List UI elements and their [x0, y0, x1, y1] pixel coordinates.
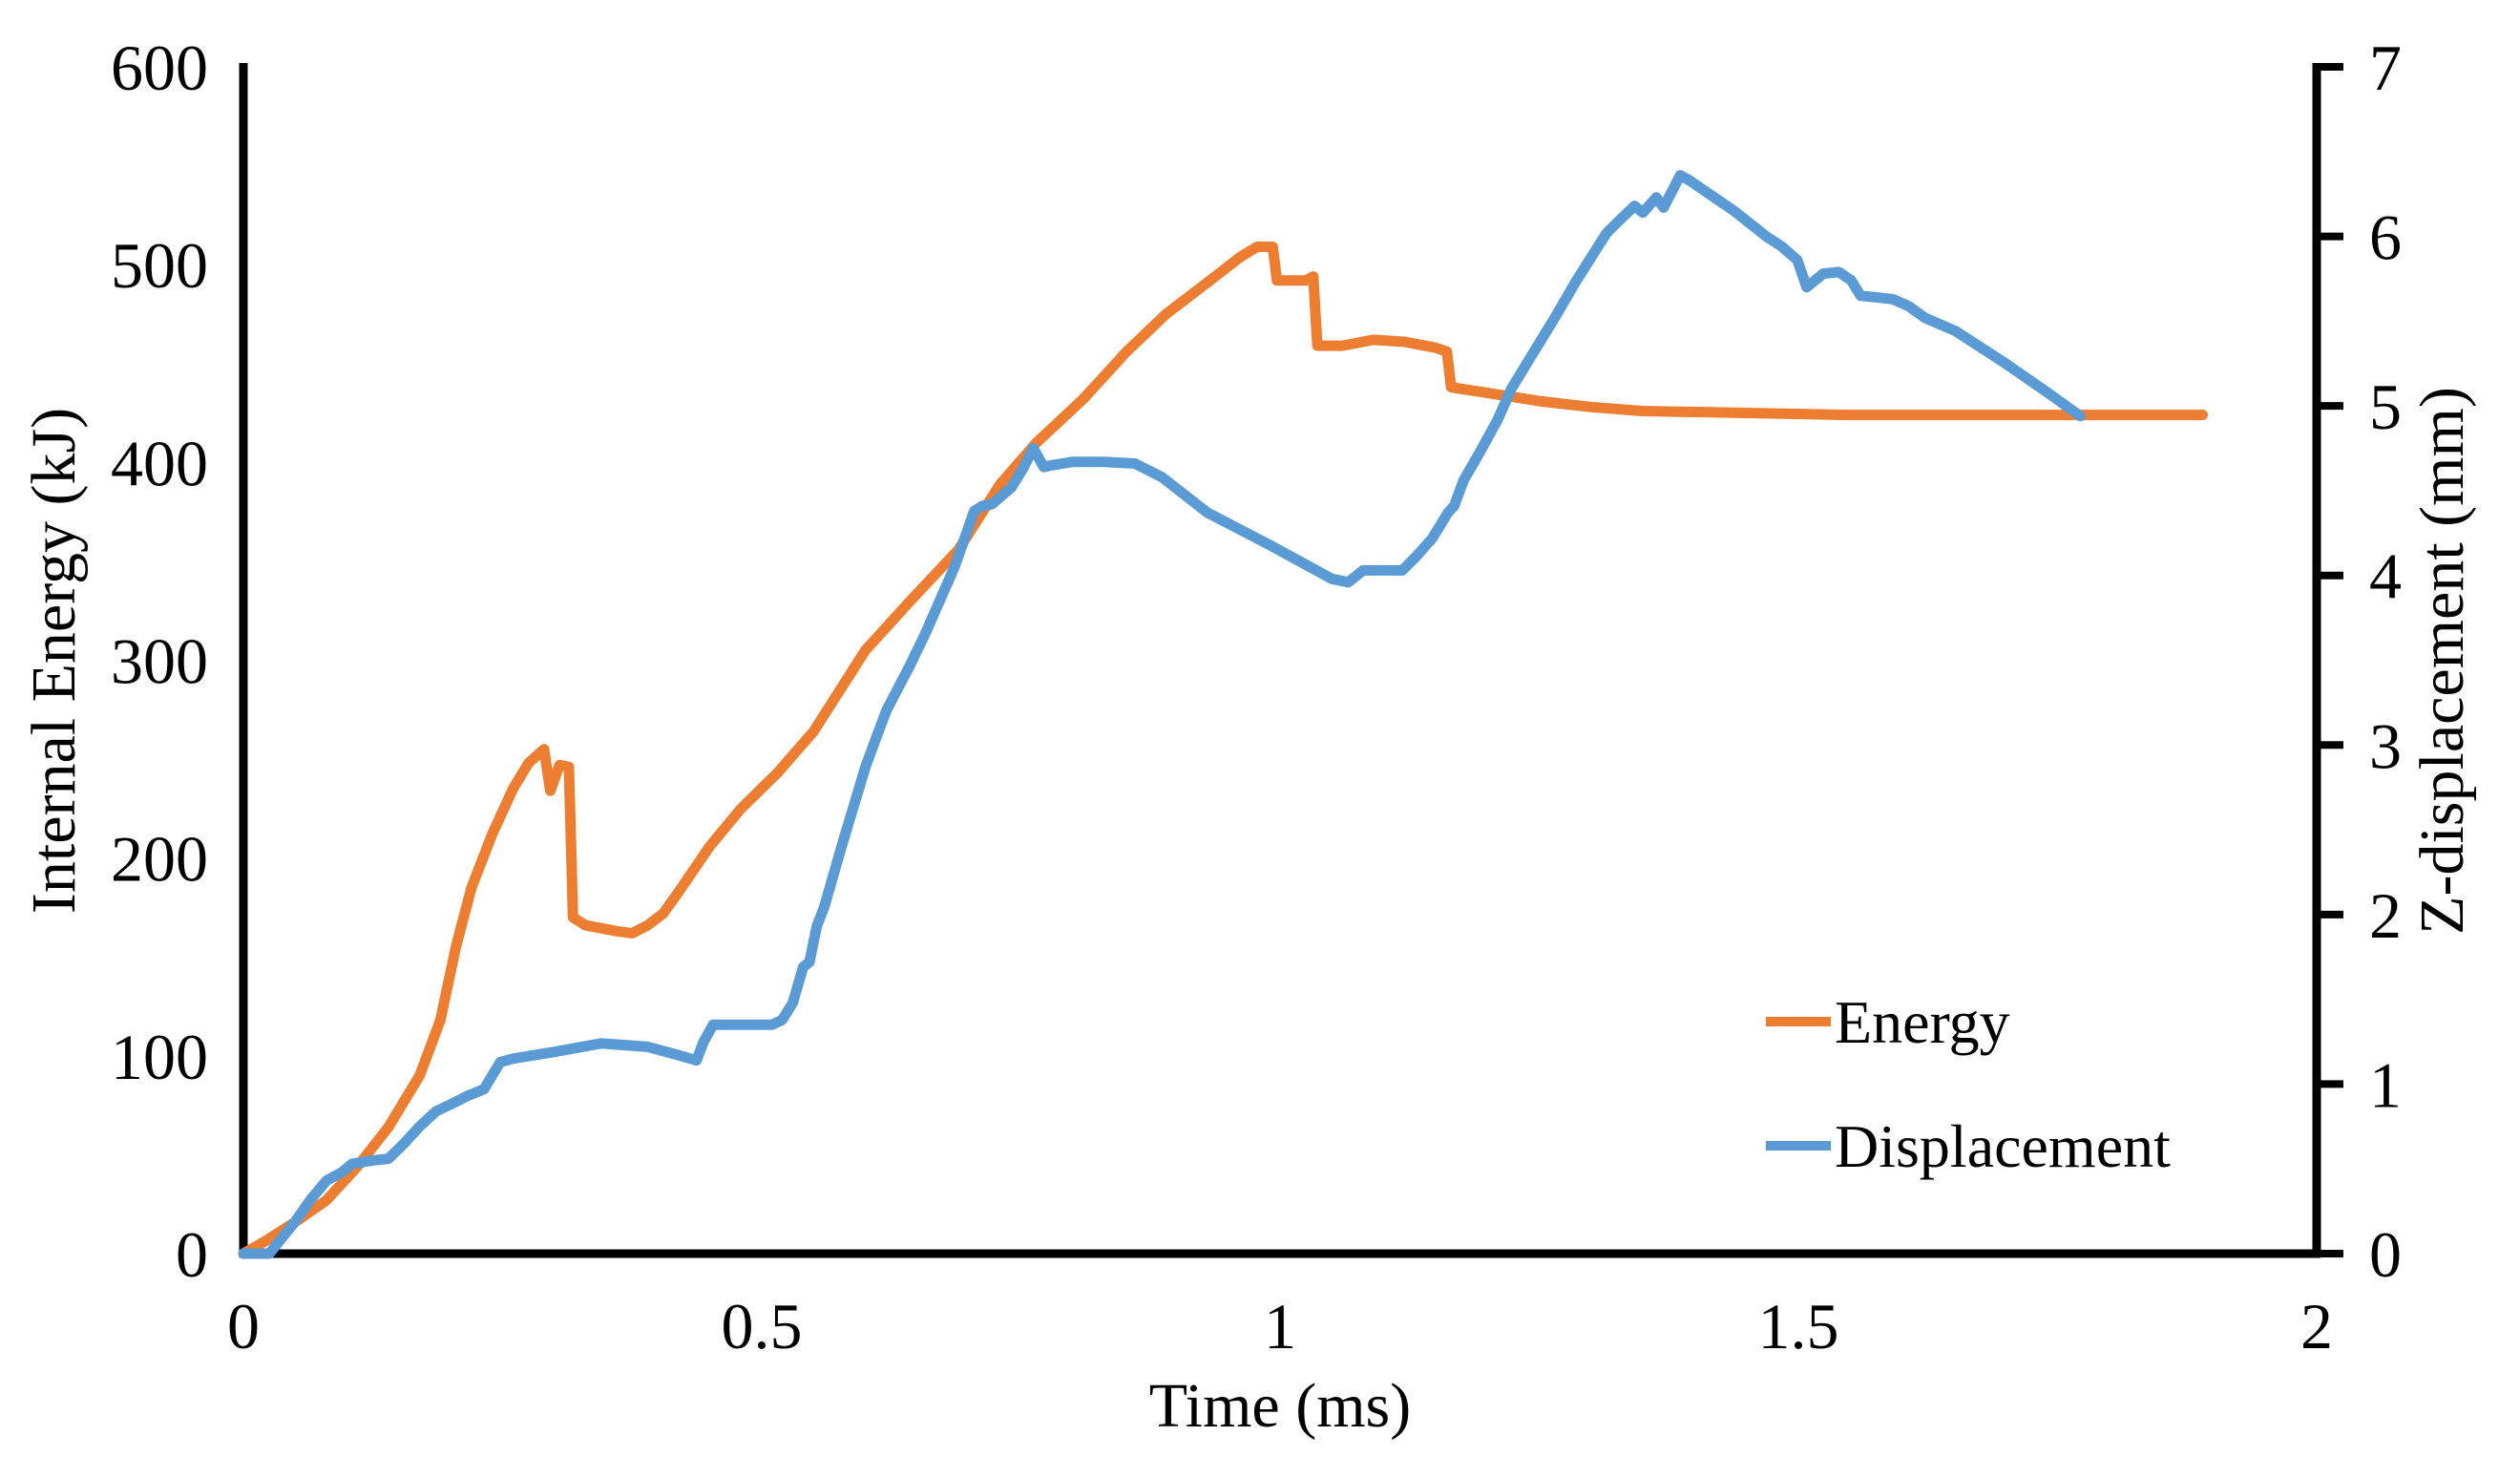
right-axis-tick-label: 0 — [2369, 1218, 2402, 1291]
right-y-axis-title: Z-displacement (mm) — [2407, 387, 2477, 935]
left-axis-tick-label: 500 — [111, 229, 208, 302]
legend-displacement-label: Displacement — [1835, 1112, 2171, 1180]
tick-labels: 0 100 200 300 400 500 600 0 1 2 3 4 5 6 7 0 0.5 1 1.5 2 — [111, 32, 2402, 1362]
left-axis-tick-label: 600 — [111, 32, 208, 104]
legend-energy-label: Energy — [1835, 988, 2010, 1056]
right-axis-tick-label: 2 — [2369, 879, 2402, 952]
left-axis-tick-label: 200 — [111, 823, 208, 896]
left-axis-tick-label: 0 — [176, 1218, 208, 1291]
right-axis-tick-label: 4 — [2369, 540, 2402, 613]
x-axis-tick-label: 1 — [1264, 1290, 1296, 1362]
legend-item-energy: Energy — [1766, 988, 2010, 1056]
left-y-axis-title: Internal Energy (kJ) — [19, 408, 89, 914]
left-axis-tick-label: 400 — [111, 427, 208, 499]
x-axis-tick-label: 2 — [2300, 1290, 2333, 1362]
displacement-line — [238, 170, 2086, 1259]
right-axis-tick-label: 6 — [2369, 201, 2402, 274]
x-axis-tick-label: 0.5 — [722, 1290, 803, 1362]
left-axis-tick-label: 300 — [111, 625, 208, 698]
right-axis-tick-label: 5 — [2369, 370, 2402, 443]
legend: Energy Displacement — [1766, 988, 2171, 1180]
legend-item-displacement: Displacement — [1766, 1112, 2171, 1180]
x-axis-title: Time (ms) — [1149, 1371, 1411, 1441]
right-axis-tick-label: 3 — [2369, 709, 2402, 782]
energy-line — [238, 242, 2208, 1259]
right-axis-tick-label: 1 — [2369, 1048, 2402, 1121]
left-axis-tick-label: 100 — [111, 1021, 208, 1093]
axes — [239, 63, 2321, 1258]
x-axis-tick-label: 1.5 — [1758, 1290, 1839, 1362]
right-axis-tick-label: 7 — [2369, 32, 2402, 104]
series-lines — [238, 170, 2208, 1259]
right-axis-ticks — [2317, 63, 2343, 1257]
x-axis-tick-label: 0 — [227, 1290, 260, 1362]
